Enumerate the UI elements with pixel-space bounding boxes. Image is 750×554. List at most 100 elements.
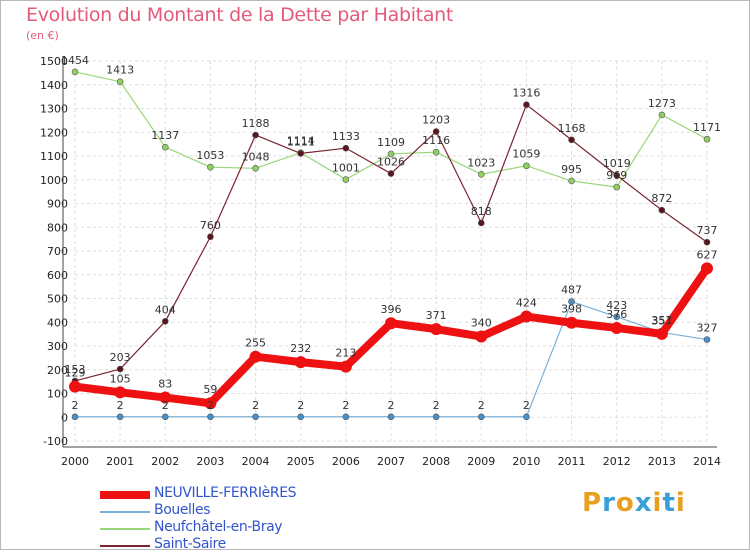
logo-letter: t bbox=[662, 488, 676, 518]
data-label: 1109 bbox=[377, 136, 405, 149]
data-label: 424 bbox=[516, 297, 537, 310]
data-point bbox=[568, 177, 575, 185]
y-tick-label: 1100 bbox=[40, 150, 68, 163]
legend-swatch bbox=[100, 545, 150, 547]
data-point bbox=[297, 413, 305, 421]
data-point bbox=[565, 316, 578, 329]
data-label: 232 bbox=[290, 342, 311, 355]
y-tick-label: 1200 bbox=[40, 126, 68, 139]
x-tick-label: 2010 bbox=[512, 455, 540, 468]
data-label: 1188 bbox=[242, 117, 270, 130]
logo-letter: P bbox=[582, 488, 603, 518]
x-tick-label: 2001 bbox=[106, 455, 134, 468]
data-point bbox=[432, 413, 440, 421]
data-point bbox=[703, 336, 711, 343]
data-label: 2 bbox=[433, 399, 440, 412]
y-tick-label: 1500 bbox=[40, 55, 68, 68]
data-point bbox=[252, 165, 259, 172]
data-label: 1048 bbox=[242, 150, 270, 163]
legend-label: Saint-Saire bbox=[154, 536, 226, 552]
data-label: 1114 bbox=[287, 135, 315, 148]
data-point bbox=[114, 386, 127, 399]
data-point bbox=[385, 317, 397, 330]
x-tick-label: 2007 bbox=[377, 455, 405, 468]
data-label: 2 bbox=[117, 399, 124, 412]
logo-letter: o bbox=[615, 488, 635, 518]
data-point bbox=[703, 135, 711, 143]
data-label: 1059 bbox=[512, 148, 540, 161]
data-point bbox=[523, 162, 530, 170]
data-label: 1053 bbox=[196, 149, 224, 162]
data-point bbox=[655, 327, 668, 340]
data-label: 1133 bbox=[332, 130, 360, 143]
y-tick-label: 0 bbox=[61, 411, 68, 424]
data-label: 2 bbox=[72, 399, 79, 412]
data-label: 1001 bbox=[332, 162, 360, 175]
data-point bbox=[207, 413, 214, 421]
data-point bbox=[387, 170, 395, 177]
data-label: 1454 bbox=[61, 54, 89, 67]
data-point bbox=[387, 413, 395, 421]
data-label: 627 bbox=[697, 248, 718, 261]
data-label: 969 bbox=[606, 169, 627, 182]
data-label: 129 bbox=[65, 367, 86, 380]
y-tick-label: 100 bbox=[47, 388, 68, 401]
data-point bbox=[610, 321, 623, 334]
x-tick-label: 2006 bbox=[332, 455, 360, 468]
data-label: 2 bbox=[162, 399, 169, 412]
legend-label: Bouelles bbox=[154, 502, 211, 518]
data-label: 1168 bbox=[558, 122, 586, 135]
data-point bbox=[613, 183, 621, 191]
data-point bbox=[159, 391, 172, 404]
data-point bbox=[701, 262, 713, 275]
x-tick-label: 2003 bbox=[196, 455, 224, 468]
data-label: 2 bbox=[252, 399, 259, 412]
data-label: 1019 bbox=[603, 157, 631, 170]
data-labels: 1454 1413 1137 1053 1048 1114 1001 1109 1116 1023… bbox=[61, 54, 721, 412]
logo-letter: i bbox=[652, 488, 663, 518]
y-tick-label: 900 bbox=[47, 198, 68, 211]
data-point bbox=[294, 356, 307, 369]
data-point bbox=[477, 170, 485, 178]
y-tick-label: 700 bbox=[47, 245, 68, 258]
data-point bbox=[432, 128, 440, 135]
data-point bbox=[71, 68, 79, 76]
data-point bbox=[297, 150, 305, 157]
data-point bbox=[342, 413, 350, 421]
x-tick-label: 2005 bbox=[287, 455, 315, 468]
y-tick-label: 600 bbox=[47, 269, 68, 282]
data-label: 1137 bbox=[151, 129, 179, 142]
y-tick-label: 1400 bbox=[40, 79, 68, 92]
data-label: 487 bbox=[561, 284, 582, 297]
data-point bbox=[116, 413, 124, 421]
data-label: 1116 bbox=[422, 134, 450, 147]
x-tick-label: 2013 bbox=[648, 455, 676, 468]
data-point bbox=[207, 233, 214, 241]
data-label: 872 bbox=[651, 192, 672, 205]
y-tick-label: 500 bbox=[47, 293, 68, 306]
legend-label: Neufchâtel-en-Bray bbox=[154, 519, 283, 535]
data-label: 1111 bbox=[287, 135, 315, 148]
y-tick-label: 300 bbox=[47, 340, 68, 353]
logo-letter: r bbox=[602, 488, 616, 518]
data-label: 213 bbox=[335, 347, 356, 360]
x-tick-label: 2002 bbox=[151, 455, 179, 468]
series bbox=[69, 68, 713, 421]
data-point bbox=[116, 78, 124, 85]
data-label: 1026 bbox=[377, 156, 405, 169]
x-tick-label: 2011 bbox=[558, 455, 586, 468]
legend-swatch bbox=[100, 511, 150, 513]
proxiti-logo: Proxiti bbox=[582, 488, 686, 518]
data-label: 2 bbox=[478, 399, 485, 412]
data-label: 105 bbox=[110, 372, 131, 385]
data-point bbox=[613, 171, 621, 179]
data-point bbox=[252, 131, 259, 139]
data-label: 737 bbox=[697, 224, 718, 237]
logo-letter: x bbox=[634, 488, 653, 518]
x-tick-label: 2008 bbox=[422, 455, 450, 468]
data-point bbox=[613, 313, 621, 321]
y-tick-label: 800 bbox=[47, 221, 68, 234]
data-label: 2 bbox=[207, 399, 214, 412]
data-point bbox=[71, 413, 79, 421]
